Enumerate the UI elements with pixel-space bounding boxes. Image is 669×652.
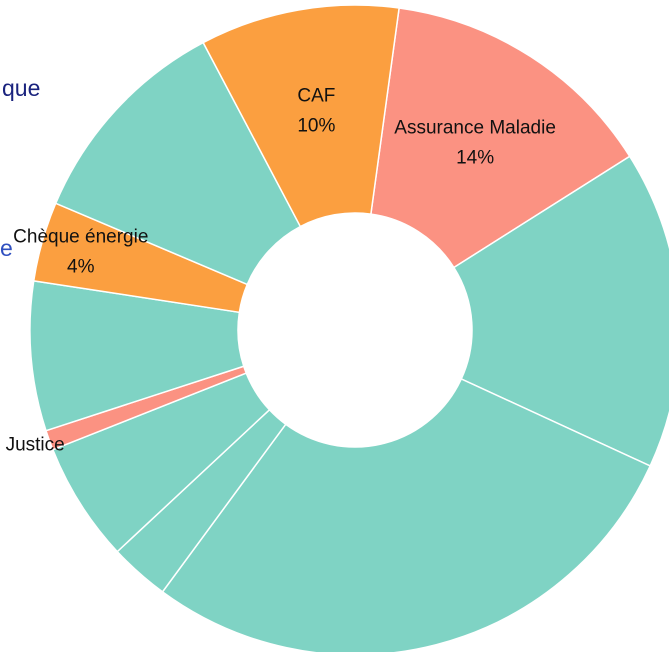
segment-label: Justice xyxy=(6,434,65,455)
segment-label: CAF xyxy=(297,85,335,106)
annotation: e xyxy=(0,235,13,261)
annotation: que xyxy=(2,75,40,101)
segment-label: Assurance Maladie xyxy=(394,117,556,138)
donut-segment xyxy=(452,155,669,467)
value-label: 10% xyxy=(297,115,335,136)
donut-segment xyxy=(370,7,631,269)
value-label: 14% xyxy=(456,147,494,168)
segment-label: Chèque énergie xyxy=(13,226,148,247)
donut-segment xyxy=(161,377,652,652)
value-label: 4% xyxy=(67,256,95,277)
donut-segment xyxy=(202,4,400,228)
donut-segment xyxy=(54,41,302,286)
